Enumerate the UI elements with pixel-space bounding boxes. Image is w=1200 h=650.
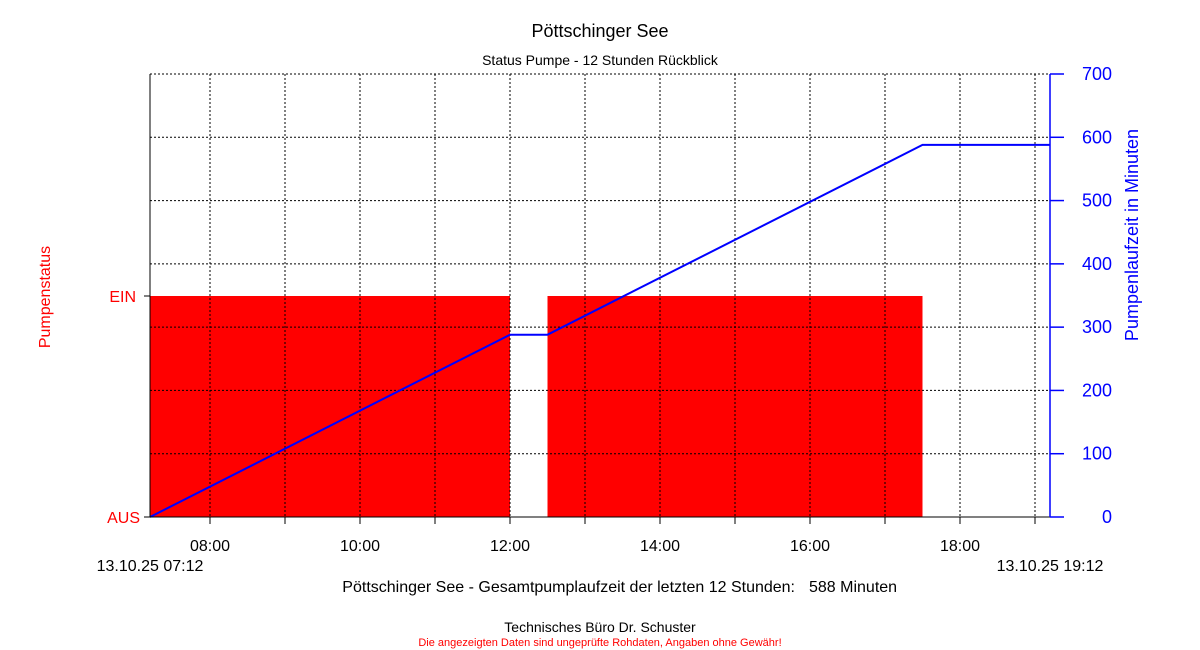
right-tick-label-500: 500 [1082,191,1112,211]
status-bar-0 [150,296,510,517]
status-area-layer [150,296,923,517]
footer-company: Technisches Büro Dr. Schuster [504,619,696,635]
right-tick-label-100: 100 [1082,444,1112,464]
right-tick-label-200: 200 [1082,380,1112,400]
right-tick-label-300: 300 [1082,317,1112,337]
right-tick-label-700: 700 [1082,64,1112,84]
footer-disclaimer: Die angezeigten Daten sind ungeprüfte Ro… [418,637,781,649]
x-tick-label-1400: 14:00 [640,538,680,555]
left-tick-aus: AUS [107,510,140,527]
left-tick-ein: EIN [109,289,136,306]
x-start-label: 13.10.25 07:12 [97,558,204,575]
summary-text: Pöttschinger See - Gesamtpumplaufzeit de… [342,579,795,596]
x-tick-label-1200: 12:00 [490,538,530,555]
right-axis-label: Pumpenlaufzeit in Minuten [1122,129,1142,341]
right-tick-label-0: 0 [1102,507,1112,527]
x-tick-label-0800: 08:00 [190,538,230,555]
grid-layer [150,73,1050,517]
summary-value: 588 Minuten [809,579,897,596]
x-tick-label-1800: 18:00 [940,538,980,555]
x-tick-label-1600: 16:00 [790,538,830,555]
left-axis-label: Pumpenstatus [37,246,54,348]
right-tick-label-400: 400 [1082,254,1112,274]
chart-subtitle: Status Pumpe - 12 Stunden Rückblick [482,52,719,68]
x-end-label: 13.10.25 19:12 [997,558,1104,575]
x-tick-label-1000: 10:00 [340,538,380,555]
axis-layer: 0 100 200 300 400 500 600 700 08:00 10:00 12:00 14:… [144,64,1112,555]
chart-title: Pöttschinger See [531,21,668,41]
right-tick-label-600: 600 [1082,127,1112,147]
